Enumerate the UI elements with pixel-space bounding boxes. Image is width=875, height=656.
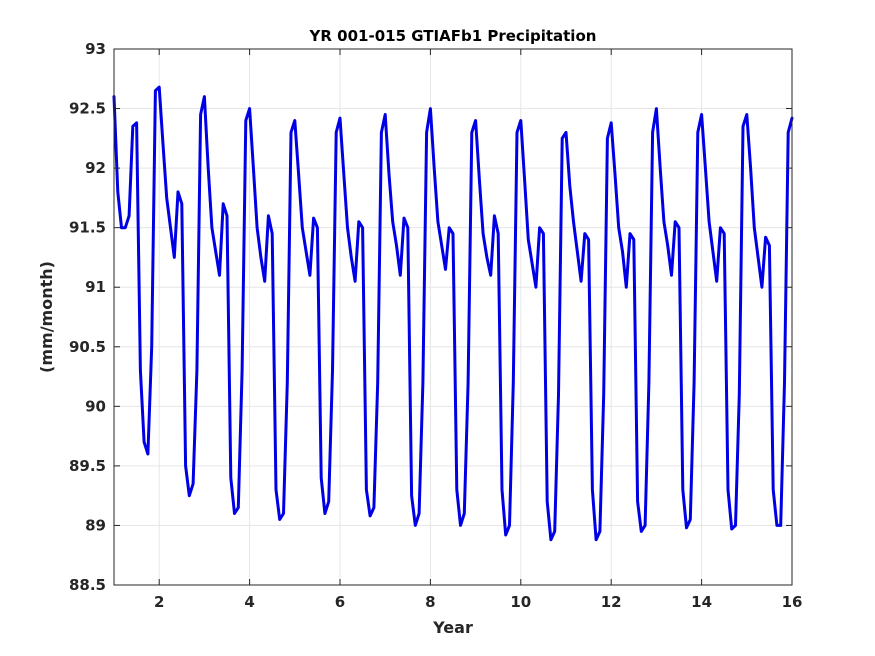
precipitation-series-line <box>112 85 794 542</box>
x-tick-label: 2 <box>154 593 164 611</box>
x-tick-label: 8 <box>425 593 435 611</box>
x-tick-labels: 2 4 6 8 10 12 14 16 <box>154 593 802 611</box>
tick-marks <box>114 48 793 586</box>
x-axis-label: Year <box>432 618 473 637</box>
y-tick-label: 92.5 <box>69 100 106 118</box>
y-tick-label: 90.5 <box>69 338 106 356</box>
chart-title: YR 001-015 GTIAFb1 Precipitation <box>309 27 597 45</box>
x-tick-label: 10 <box>510 593 531 611</box>
y-tick-label: 93 <box>85 40 106 58</box>
x-tick-label: 16 <box>782 593 803 611</box>
y-axis-label: (mm/month) <box>37 261 56 373</box>
y-tick-label: 91 <box>85 278 106 296</box>
x-tick-label: 14 <box>691 593 712 611</box>
axes-box <box>113 48 793 586</box>
x-tick-label: 6 <box>335 593 345 611</box>
y-tick-label: 92 <box>85 159 106 177</box>
x-tick-label: 4 <box>244 593 254 611</box>
y-tick-label: 89.5 <box>69 457 106 475</box>
y-tick-label: 88.5 <box>69 576 106 594</box>
y-tick-label: 91.5 <box>69 219 106 237</box>
y-tick-label: 89 <box>85 516 106 534</box>
y-tick-labels: 88.5 89 89.5 90 90.5 91 91.5 92 92.5 93 <box>69 40 106 594</box>
x-tick-label: 12 <box>601 593 622 611</box>
series-layer <box>112 85 794 542</box>
y-tick-label: 90 <box>85 397 106 415</box>
